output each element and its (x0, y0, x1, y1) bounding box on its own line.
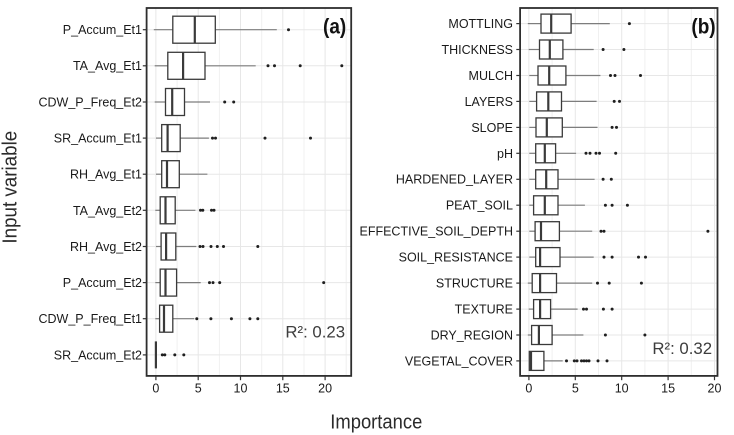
svg-text:P_Accum_Et1: P_Accum_Et1 (63, 23, 142, 37)
svg-text:5: 5 (195, 382, 202, 396)
svg-text:EFFECTIVE_SOIL_DEPTH: EFFECTIVE_SOIL_DEPTH (359, 225, 513, 239)
svg-text:20: 20 (318, 382, 332, 396)
svg-text:20: 20 (708, 382, 722, 396)
svg-text:0: 0 (525, 382, 532, 396)
svg-text:15: 15 (276, 382, 290, 396)
svg-text:0: 0 (152, 382, 159, 396)
svg-text:Importance: Importance (330, 412, 422, 434)
svg-text:MULCH: MULCH (469, 69, 513, 83)
svg-text:Input variable: Input variable (0, 131, 22, 244)
svg-text:MOTTLING: MOTTLING (448, 17, 513, 31)
svg-text:(a): (a) (323, 16, 346, 39)
svg-text:R²: 0.23: R²: 0.23 (285, 322, 345, 341)
svg-text:SOIL_RESISTANCE: SOIL_RESISTANCE (399, 251, 513, 265)
svg-text:RH_Avg_Et2: RH_Avg_Et2 (70, 240, 142, 254)
svg-text:5: 5 (572, 382, 579, 396)
svg-text:CDW_P_Freq_Et2: CDW_P_Freq_Et2 (38, 95, 142, 109)
svg-text:HARDENED_LAYER: HARDENED_LAYER (396, 173, 513, 187)
svg-text:SR_Accum_Et2: SR_Accum_Et2 (54, 348, 142, 362)
svg-text:TEXTURE: TEXTURE (455, 302, 513, 316)
svg-text:PEAT_SOIL: PEAT_SOIL (446, 199, 513, 213)
svg-text:VEGETAL_COVER: VEGETAL_COVER (405, 354, 513, 368)
svg-text:DRY_REGION: DRY_REGION (431, 328, 513, 342)
svg-text:SLOPE: SLOPE (471, 121, 513, 135)
svg-text:LAYERS: LAYERS (465, 95, 513, 109)
svg-text:TA_Avg_Et1: TA_Avg_Et1 (73, 59, 142, 73)
svg-text:SR_Accum_Et1: SR_Accum_Et1 (54, 132, 142, 146)
svg-text:pH: pH (497, 147, 513, 161)
svg-text:P_Accum_Et2: P_Accum_Et2 (63, 276, 142, 290)
svg-text:10: 10 (615, 382, 629, 396)
svg-text:CDW_P_Freq_Et1: CDW_P_Freq_Et1 (38, 312, 142, 326)
svg-text:R²: 0.32: R²: 0.32 (652, 339, 712, 358)
svg-text:STRUCTURE: STRUCTURE (436, 277, 513, 291)
svg-text:THICKNESS: THICKNESS (441, 43, 513, 57)
svg-text:TA_Avg_Et2: TA_Avg_Et2 (73, 204, 142, 218)
svg-text:RH_Avg_Et1: RH_Avg_Et1 (70, 168, 142, 182)
svg-text:15: 15 (661, 382, 675, 396)
svg-text:(b): (b) (691, 16, 715, 39)
svg-text:10: 10 (234, 382, 248, 396)
